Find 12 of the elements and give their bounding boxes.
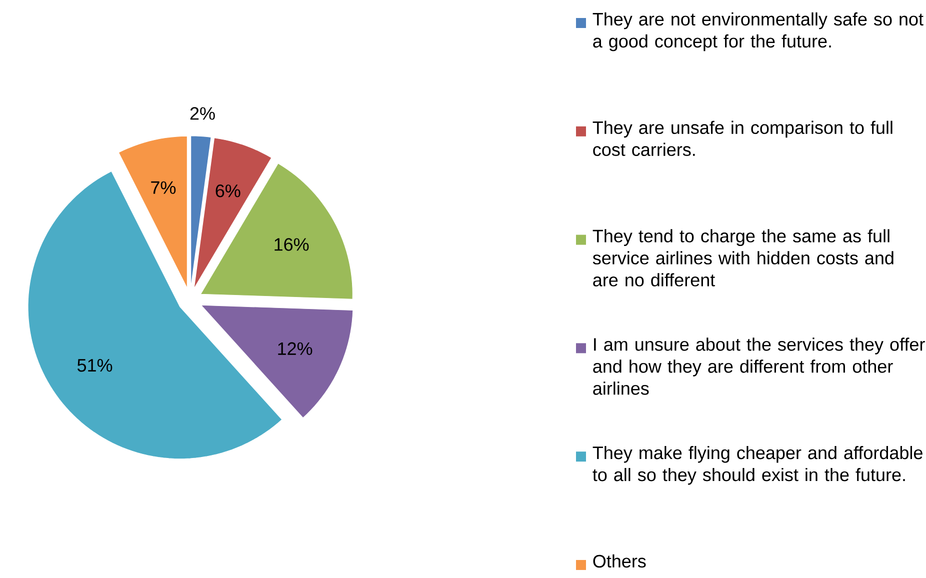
legend-label: They are unsafe in comparison to full cost carriers. xyxy=(592,120,892,156)
data-label: 2% xyxy=(190,107,215,120)
legend-label: They make flying cheaper and affordable to all so they should exist in the future. xyxy=(592,446,922,485)
legend-label: Others xyxy=(593,554,646,568)
legend-label: I am unsure about the services they offer and how they are different from other airlines xyxy=(593,338,925,395)
legend-label: They tend to charge the same as full service airlines with hidden costs and are no different xyxy=(592,229,894,286)
data-label: 7% xyxy=(151,181,176,194)
legend-label: They are not environmentally safe so not a good concept for the future. xyxy=(592,12,924,52)
data-label: 6% xyxy=(216,184,240,198)
data-label: 16% xyxy=(274,238,309,251)
data-label: 12% xyxy=(278,342,312,355)
data-label: 51% xyxy=(77,359,112,372)
